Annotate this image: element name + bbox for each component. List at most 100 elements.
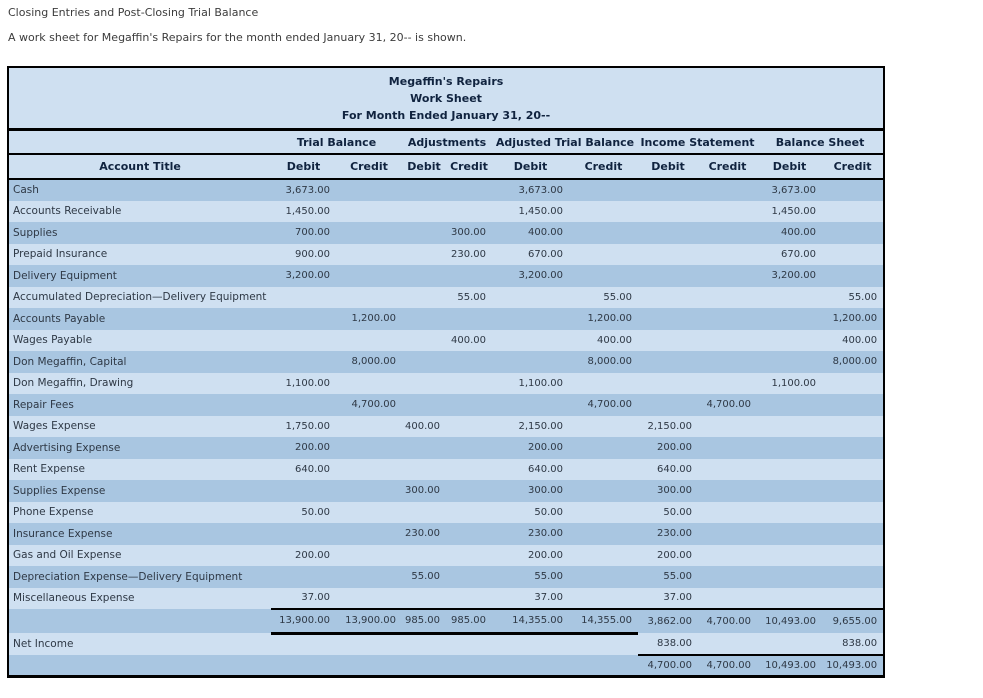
group-trial-balance: Trial Balance — [271, 129, 402, 155]
amount-cell: 3,673.00 — [492, 179, 569, 201]
amount-cell: 300.00 — [402, 480, 446, 502]
account-title-cell: Miscellaneous Expense — [8, 587, 271, 609]
table-row: Supplies Expense 300.00 300.00 300.00 — [8, 480, 885, 502]
amount-cell — [336, 587, 402, 609]
amount-cell — [822, 544, 885, 566]
amount-cell — [402, 200, 446, 222]
amount-cell: 838.00 — [822, 633, 885, 655]
amount-cell — [569, 587, 638, 609]
amount-cell — [822, 587, 885, 609]
amount-cell — [638, 200, 698, 222]
amount-cell — [446, 265, 492, 287]
table-row: Accounts Receivable 1,450.00 1,450.00 1,450… — [8, 200, 885, 222]
amount-cell — [822, 265, 885, 287]
credit-header: Credit — [446, 154, 492, 180]
amount-cell: 900.00 — [271, 243, 336, 265]
amount-cell: 200.00 — [638, 437, 698, 459]
account-title-cell: Phone Expense — [8, 501, 271, 523]
amount-cell — [698, 480, 757, 502]
amount-cell: 3,200.00 — [492, 265, 569, 287]
amount-cell — [822, 200, 885, 222]
amount-cell — [492, 633, 569, 655]
amount-cell: 4,700.00 — [569, 394, 638, 416]
amount-cell — [446, 308, 492, 330]
table-row: Prepaid Insurance 900.00 230.00 670.00 670.0… — [8, 243, 885, 265]
amount-cell — [638, 351, 698, 373]
account-title-cell: Prepaid Insurance — [8, 243, 271, 265]
amount-cell — [638, 243, 698, 265]
amount-cell: 200.00 — [492, 544, 569, 566]
table-row: Repair Fees 4,700.00 4,700.00 4,700.00 — [8, 394, 885, 416]
account-title-cell: Net Income — [8, 633, 271, 655]
amount-cell — [446, 458, 492, 480]
amount-cell — [698, 544, 757, 566]
amount-cell — [569, 501, 638, 523]
amount-cell — [822, 480, 885, 502]
amount-cell — [271, 308, 336, 330]
amount-cell — [271, 351, 336, 373]
amount-cell — [446, 437, 492, 459]
amount-cell — [336, 243, 402, 265]
amount-cell — [757, 633, 822, 655]
account-title-cell: Don Megaffin, Drawing — [8, 372, 271, 394]
amount-cell — [402, 394, 446, 416]
amount-cell — [757, 351, 822, 373]
worksheet-title-row: Megaffin's Repairs Work Sheet For Month … — [8, 67, 885, 131]
amount-cell — [446, 544, 492, 566]
amount-cell: 37.00 — [492, 587, 569, 609]
amount-cell — [402, 458, 446, 480]
amount-cell — [757, 458, 822, 480]
amount-cell — [492, 654, 569, 676]
amount-cell: 1,200.00 — [569, 308, 638, 330]
amount-cell — [757, 544, 822, 566]
amount-cell — [271, 329, 336, 351]
amount-cell — [569, 222, 638, 244]
amount-cell: 10,493.00 — [757, 653, 822, 676]
amount-cell — [757, 329, 822, 351]
amount-cell — [446, 394, 492, 416]
amount-cell — [698, 351, 757, 373]
amount-cell — [569, 243, 638, 265]
amount-cell: 55.00 — [822, 286, 885, 308]
debit-header: Debit — [271, 154, 336, 180]
table-row: Advertising Expense 200.00 200.00 200.00 — [8, 437, 885, 459]
amount-cell — [569, 654, 638, 676]
account-title-cell: Repair Fees — [8, 394, 271, 416]
amount-cell — [402, 243, 446, 265]
amount-cell — [271, 633, 336, 655]
worksheet-table: Megaffin's Repairs Work Sheet For Month … — [7, 66, 886, 678]
amount-cell — [757, 501, 822, 523]
table-row: Rent Expense 640.00 640.00 640.00 — [8, 458, 885, 480]
account-title-cell: Gas and Oil Expense — [8, 544, 271, 566]
account-title-cell: Accumulated Depreciation—Delivery Equipm… — [8, 286, 271, 308]
amount-cell: 1,100.00 — [492, 372, 569, 394]
amount-cell: 37.00 — [638, 587, 698, 609]
amount-cell: 200.00 — [492, 437, 569, 459]
group-balance-sheet: Balance Sheet — [757, 129, 885, 155]
group-adjusted-trial-balance: Adjusted Trial Balance — [492, 129, 638, 155]
amount-cell: 8,000.00 — [569, 351, 638, 373]
table-row: Cash 3,673.00 3,673.00 3,673.00 — [8, 179, 885, 201]
amount-cell — [569, 415, 638, 437]
amount-cell: 55.00 — [569, 286, 638, 308]
account-title-cell — [8, 609, 271, 633]
amount-cell — [271, 654, 336, 676]
amount-cell — [492, 394, 569, 416]
amount-cell: 2,150.00 — [638, 415, 698, 437]
amount-cell: 1,750.00 — [271, 415, 336, 437]
amount-cell — [402, 437, 446, 459]
amount-cell — [757, 480, 822, 502]
amount-cell — [698, 437, 757, 459]
amount-cell: 3,200.00 — [757, 265, 822, 287]
amount-cell — [402, 372, 446, 394]
amount-cell — [336, 372, 402, 394]
amount-cell — [271, 394, 336, 416]
column-group-header-row: Trial Balance Adjustments Adjusted Trial… — [8, 129, 885, 155]
amount-cell: 1,200.00 — [822, 308, 885, 330]
amount-cell: 400.00 — [757, 222, 822, 244]
amount-cell: 1,450.00 — [757, 200, 822, 222]
amount-cell — [757, 415, 822, 437]
amount-cell — [757, 308, 822, 330]
amount-cell: 230.00 — [446, 243, 492, 265]
amount-cell — [698, 523, 757, 545]
